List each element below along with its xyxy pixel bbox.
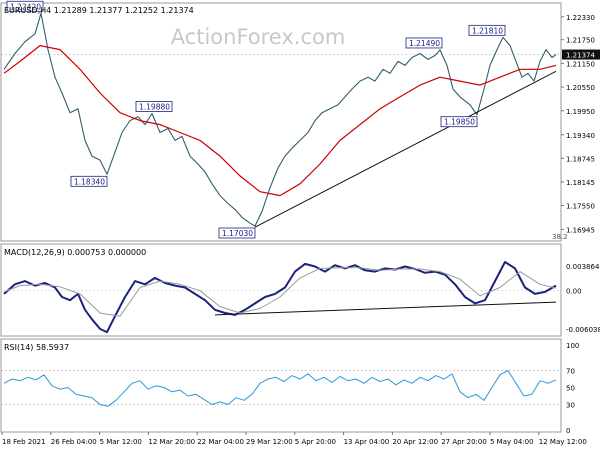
annotation-label: 1.22420: [10, 2, 41, 11]
price-y-axis: 1.22330 1.21750 1.21150 1.20550 1.19950 1.193…: [561, 14, 600, 234]
macd-trendline: [214, 301, 557, 316]
x-tick-label: 20 Apr 12:00: [392, 438, 438, 446]
rsi-panel-title: RSI(14) 58.5937: [4, 343, 69, 352]
annotation-label: 1.18340: [74, 177, 105, 186]
x-tick-label: 12 May 12:00: [539, 438, 587, 446]
rsi-grid: [1, 370, 561, 405]
price-panel-title: EURUSD,H4 1.21289 1.21377 1.21252 1.2137…: [4, 6, 194, 15]
x-tick-label: 29 Mar 12:00: [246, 438, 293, 446]
price-y-tick-label: 1.19950: [566, 108, 595, 116]
annotation-box: [405, 37, 443, 49]
annotation-label: 1.21490: [409, 39, 440, 48]
macd-y-tick-label: 0.00: [566, 288, 582, 296]
rsi-y-tick-label: 0: [566, 427, 570, 435]
x-tick-label: 5 May 04:00: [490, 438, 534, 446]
macd-y-tick-label: 0.003864: [566, 263, 600, 271]
rsi-y-tick-label: 70: [566, 368, 575, 376]
fib-level-label: 38.2: [552, 233, 568, 241]
rsi-y-tick-label: 50: [566, 385, 575, 393]
x-tick-label: 26 Feb 04:00: [51, 438, 97, 446]
x-tick-label: 13 Apr 04:00: [344, 438, 390, 446]
annotation-label: 1.19850: [444, 118, 475, 127]
x-tick-label: 18 Feb 2021: [2, 438, 46, 446]
rsi-y-tick-label: 30: [566, 402, 575, 410]
annotation-box: [218, 227, 256, 239]
x-tick-label: 12 Mar 20:00: [148, 438, 195, 446]
price-y-tick-label: 1.18145: [566, 179, 595, 187]
x-tick-label: 27 Apr 20:00: [441, 438, 487, 446]
macd-series-group: [3, 261, 557, 334]
x-tick-label: 5 Apr 20:00: [295, 438, 336, 446]
macd-y-tick-label: -0.006038: [566, 326, 600, 334]
price-y-tick-label: 1.18745: [566, 155, 595, 163]
rsi-y-tick-label: 100: [566, 342, 579, 350]
watermark-text: ActionForex.com: [171, 25, 346, 49]
macd-panel-title: MACD(12,26,9) 0.000753 0.000000: [4, 248, 146, 257]
annotation-box: [135, 101, 173, 112]
rsi-series-group: [3, 370, 557, 407]
macd-signal-line: [3, 267, 557, 317]
x-tick-label: 22 Mar 04:00: [197, 438, 244, 446]
annotation-label: 1.19880: [139, 103, 170, 112]
price-y-tick-label: 1.21150: [566, 60, 595, 68]
annotation-label: 1.17030: [222, 229, 253, 238]
annotation-box: [70, 175, 108, 187]
x-tick-label: 5 Mar 12:00: [100, 438, 142, 446]
price-y-tick-label: 1.17550: [566, 202, 595, 210]
last-price-marker: [562, 49, 600, 60]
rsi-panel-frame: [0, 338, 562, 433]
moving-average-line: [3, 44, 557, 197]
price-y-tick-label: 1.21750: [566, 37, 595, 45]
price-series-group: [3, 12, 557, 228]
price-y-tick-label: 1.20550: [566, 84, 595, 92]
rsi-line: [3, 370, 557, 407]
annotation-box: [6, 0, 44, 12]
macd-line: [3, 261, 557, 334]
last-price-label: 1.21374: [566, 52, 595, 60]
x-axis: 18 Feb 2021 26 Feb 04:00 5 Mar 12:00 12 Mar…: [1, 432, 587, 446]
price-trendline: [254, 70, 557, 228]
price-y-tick-label: 1.19340: [566, 132, 595, 140]
price-y-tick-label: 1.16945: [566, 226, 595, 234]
macd-y-axis: 0.003864 0.00 -0.006038: [566, 263, 600, 334]
annotation-box: [468, 24, 506, 36]
price-line: [3, 12, 557, 227]
rsi-y-axis: 100 70 50 30 0: [566, 342, 579, 435]
price-y-tick-label: 1.22330: [566, 14, 595, 22]
annotation-label: 1.21810: [472, 26, 503, 35]
annotation-box: [440, 116, 478, 128]
price-annotations: 1.22420 1.18340 1.19880 1.17030 1.21490 1.198…: [6, 0, 506, 239]
